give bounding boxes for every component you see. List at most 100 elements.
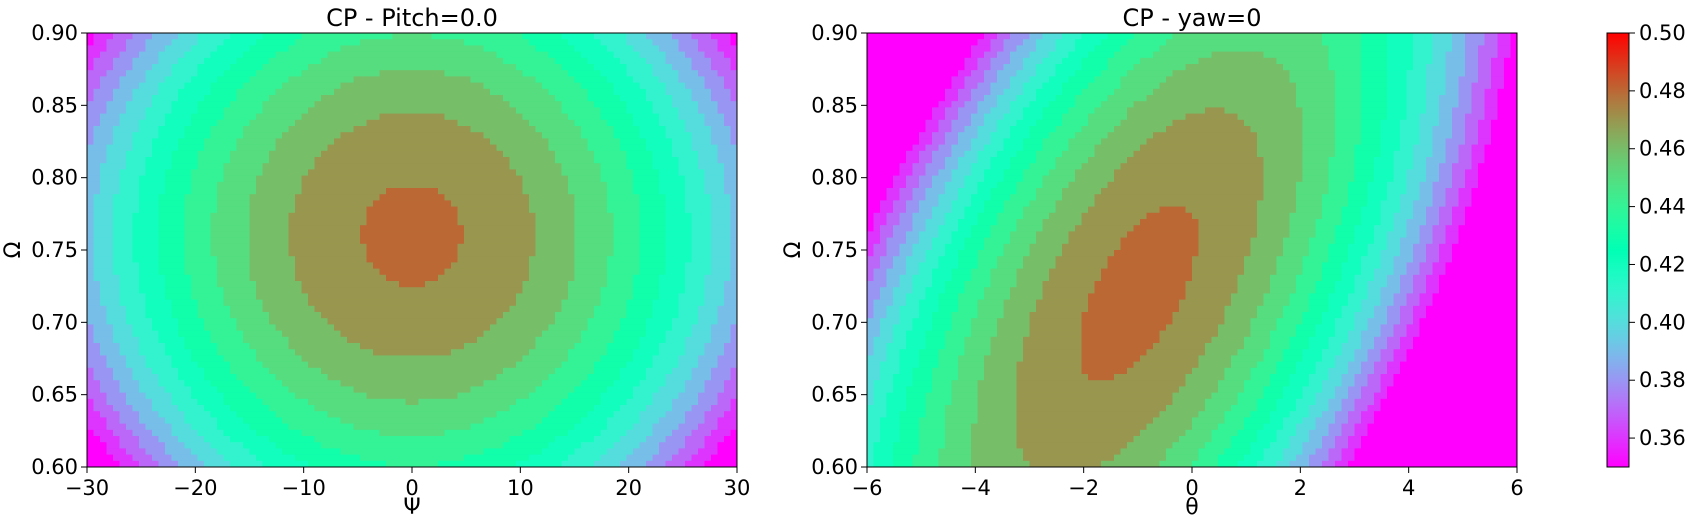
contour-cell — [490, 380, 498, 387]
contour-cell — [217, 305, 225, 313]
contour-cell — [327, 312, 335, 319]
contour-cell — [236, 405, 244, 412]
contour-cell — [503, 405, 511, 412]
contour-cell — [366, 194, 374, 201]
contour-cell — [132, 64, 140, 71]
contour-cell — [132, 268, 140, 276]
contour-cell — [529, 318, 537, 325]
contour-cell — [438, 237, 446, 245]
contour-cell — [431, 448, 439, 456]
contour-cell — [464, 423, 472, 431]
contour-cell — [288, 57, 296, 65]
contour-cell — [405, 361, 413, 369]
contour-cell — [100, 157, 108, 164]
contour-cell — [360, 336, 368, 344]
contour-cell — [119, 429, 127, 437]
contour-cell — [399, 336, 407, 344]
contour-cell — [282, 200, 290, 208]
contour-cell — [438, 367, 446, 375]
contour-cell — [171, 163, 179, 170]
contour-cell — [275, 231, 283, 239]
contour-cell — [197, 138, 205, 146]
contour-cell — [457, 237, 465, 245]
contour-cell — [386, 281, 394, 288]
contour-cell — [321, 305, 329, 313]
contour-cell — [503, 138, 511, 146]
contour-cell — [516, 150, 524, 158]
contour-cell — [405, 33, 413, 40]
contour-cell — [535, 336, 543, 344]
contour-cell — [191, 157, 199, 164]
contour-cell — [509, 256, 517, 263]
contour-cell — [327, 181, 335, 189]
contour-cell — [139, 101, 147, 108]
contour-cell — [126, 405, 134, 412]
contour-cell — [223, 250, 231, 257]
contour-cell — [509, 398, 517, 406]
contour-cell — [542, 157, 550, 164]
contour-cell — [483, 181, 491, 189]
contour-cell — [457, 107, 465, 115]
contour-cell — [301, 206, 309, 214]
contour-cell — [412, 460, 420, 467]
contour-cell — [165, 113, 173, 121]
contour-cell — [444, 250, 452, 257]
contour-cell — [197, 206, 205, 214]
contour-cell — [366, 281, 374, 288]
contour-cell — [327, 448, 335, 456]
contour-cell — [477, 268, 485, 276]
contour-cell — [223, 39, 231, 46]
contour-cell — [353, 219, 361, 226]
contour-cell — [288, 374, 296, 381]
contour-cell — [217, 231, 225, 239]
contour-cell — [282, 188, 290, 195]
contour-cell — [236, 374, 244, 381]
contour-cell — [275, 380, 283, 387]
contour-cell — [288, 361, 296, 369]
contour-cell — [360, 206, 368, 214]
contour-cell — [87, 101, 95, 108]
contour-cell — [529, 293, 537, 301]
contour-cell — [347, 336, 355, 344]
contour-cell — [386, 398, 394, 406]
contour-cell — [301, 287, 309, 294]
contour-cell — [282, 454, 290, 462]
contour-cell — [353, 299, 361, 307]
contour-cell — [106, 88, 114, 96]
contour-cell — [269, 392, 277, 400]
contour-cell — [210, 330, 218, 338]
contour-cell — [223, 33, 231, 40]
contour-cell — [204, 305, 212, 313]
contour-cell — [347, 101, 355, 108]
contour-cell — [204, 175, 212, 183]
contour-cell — [230, 312, 238, 319]
contour-cell — [269, 299, 277, 307]
contour-cell — [392, 163, 400, 170]
contour-cell — [308, 299, 316, 307]
contour-cell — [386, 225, 394, 232]
contour-cell — [470, 76, 478, 84]
contour-cell — [249, 429, 257, 437]
contour-cell — [197, 361, 205, 369]
contour-cell — [340, 243, 348, 251]
contour-cell — [210, 113, 218, 121]
contour-cell — [340, 398, 348, 406]
contour-cell — [366, 274, 374, 282]
contour-cell — [288, 262, 296, 270]
contour-cell — [87, 57, 95, 65]
contour-cell — [496, 411, 504, 418]
contour-cell — [93, 237, 101, 245]
contour-cell — [340, 312, 348, 319]
contour-cell — [230, 169, 238, 177]
contour-cell — [184, 411, 192, 418]
contour-cell — [275, 411, 283, 418]
contour-cell — [119, 274, 127, 282]
contour-cell — [470, 206, 478, 214]
contour-cell — [457, 200, 465, 208]
contour-cell — [113, 324, 121, 332]
contour-cell — [360, 268, 368, 276]
contour-cell — [256, 305, 264, 313]
contour-cell — [542, 367, 550, 375]
contour-cell — [340, 429, 348, 437]
contour-cell — [178, 119, 186, 127]
